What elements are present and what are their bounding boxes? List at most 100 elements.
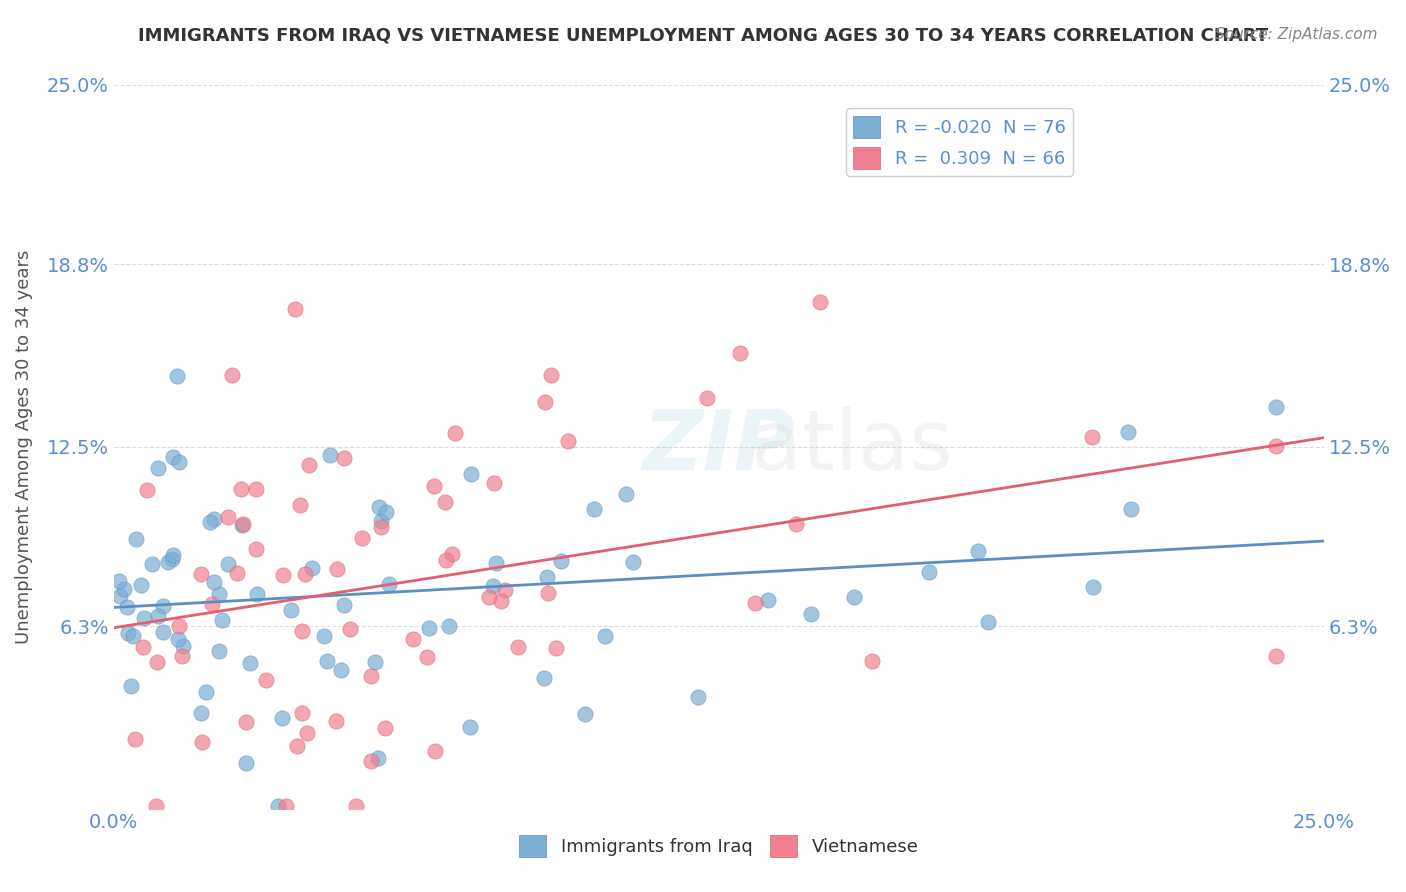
Point — [146, 656, 169, 670]
Point — [374, 505, 396, 519]
Point — [374, 721, 396, 735]
Point — [377, 577, 399, 591]
Point — [360, 754, 382, 768]
Point — [443, 426, 465, 441]
Point — [423, 479, 446, 493]
Point — [582, 501, 605, 516]
Point — [190, 706, 212, 721]
Point — [232, 517, 254, 532]
Point — [1116, 425, 1139, 440]
Point — [231, 518, 253, 533]
Text: ZIP: ZIP — [643, 406, 796, 487]
Text: IMMIGRANTS FROM IRAQ VS VIETNAMESE UNEMPLOYMENT AMONG AGES 30 TO 34 YEARS CORREL: IMMIGRANTS FROM IRAQ VS VIETNAMESE UNEMP… — [138, 27, 1268, 45]
Point — [316, 654, 339, 668]
Point — [533, 672, 555, 686]
Point — [274, 798, 297, 813]
Point — [484, 476, 506, 491]
Point — [239, 657, 262, 671]
Point — [217, 558, 239, 572]
Point — [614, 486, 637, 500]
Point — [135, 483, 157, 498]
Point — [416, 649, 439, 664]
Point — [1081, 580, 1104, 594]
Point — [294, 566, 316, 581]
Point — [326, 562, 349, 576]
Point — [319, 448, 342, 462]
Point — [550, 554, 572, 568]
Point — [367, 751, 389, 765]
Point — [217, 510, 239, 524]
Point — [152, 624, 174, 639]
Point — [917, 566, 939, 580]
Point — [808, 295, 831, 310]
Point — [117, 599, 139, 614]
Point — [146, 609, 169, 624]
Point — [202, 512, 225, 526]
Point — [162, 450, 184, 464]
Point — [437, 619, 460, 633]
Point — [167, 619, 190, 633]
Point — [785, 517, 807, 532]
Point — [157, 555, 180, 569]
Point — [271, 568, 294, 582]
Point — [152, 599, 174, 614]
Point — [977, 615, 1000, 629]
Point — [966, 543, 988, 558]
Point — [120, 679, 142, 693]
Point — [280, 603, 302, 617]
Point — [117, 626, 139, 640]
Text: Source: ZipAtlas.com: Source: ZipAtlas.com — [1215, 27, 1378, 42]
Point — [363, 655, 385, 669]
Point — [458, 720, 481, 734]
Point — [368, 500, 391, 514]
Point — [478, 590, 501, 604]
Point — [460, 467, 482, 482]
Point — [440, 547, 463, 561]
Point — [190, 567, 212, 582]
Point — [533, 395, 555, 409]
Point — [546, 641, 568, 656]
Text: atlas: atlas — [751, 406, 953, 487]
Point — [125, 532, 148, 546]
Point — [132, 640, 155, 654]
Point — [434, 552, 457, 566]
Point — [298, 458, 321, 472]
Point — [332, 598, 354, 612]
Point — [1264, 400, 1286, 414]
Point — [339, 622, 361, 636]
Point — [229, 483, 252, 497]
Point — [146, 461, 169, 475]
Point — [330, 663, 353, 677]
Point — [506, 640, 529, 655]
Point — [108, 589, 131, 603]
Point — [557, 434, 579, 448]
Point — [167, 455, 190, 469]
Point — [124, 732, 146, 747]
Point — [418, 621, 440, 635]
Point — [425, 744, 447, 758]
Point — [211, 613, 233, 627]
Point — [208, 586, 231, 600]
Point — [245, 482, 267, 496]
Point — [756, 593, 779, 607]
Point — [267, 798, 290, 813]
Point — [190, 735, 212, 749]
Point — [744, 597, 766, 611]
Point — [312, 629, 335, 643]
Point — [295, 726, 318, 740]
Point — [860, 654, 883, 668]
Point — [162, 548, 184, 562]
Point — [202, 575, 225, 590]
Point — [352, 531, 374, 545]
Point — [344, 798, 367, 813]
Point — [208, 644, 231, 658]
Point — [198, 515, 221, 529]
Point — [285, 739, 308, 753]
Point — [254, 673, 277, 687]
Point — [271, 711, 294, 725]
Point — [284, 301, 307, 316]
Point — [844, 590, 866, 604]
Point — [360, 669, 382, 683]
Point — [112, 582, 135, 597]
Point — [1264, 439, 1286, 453]
